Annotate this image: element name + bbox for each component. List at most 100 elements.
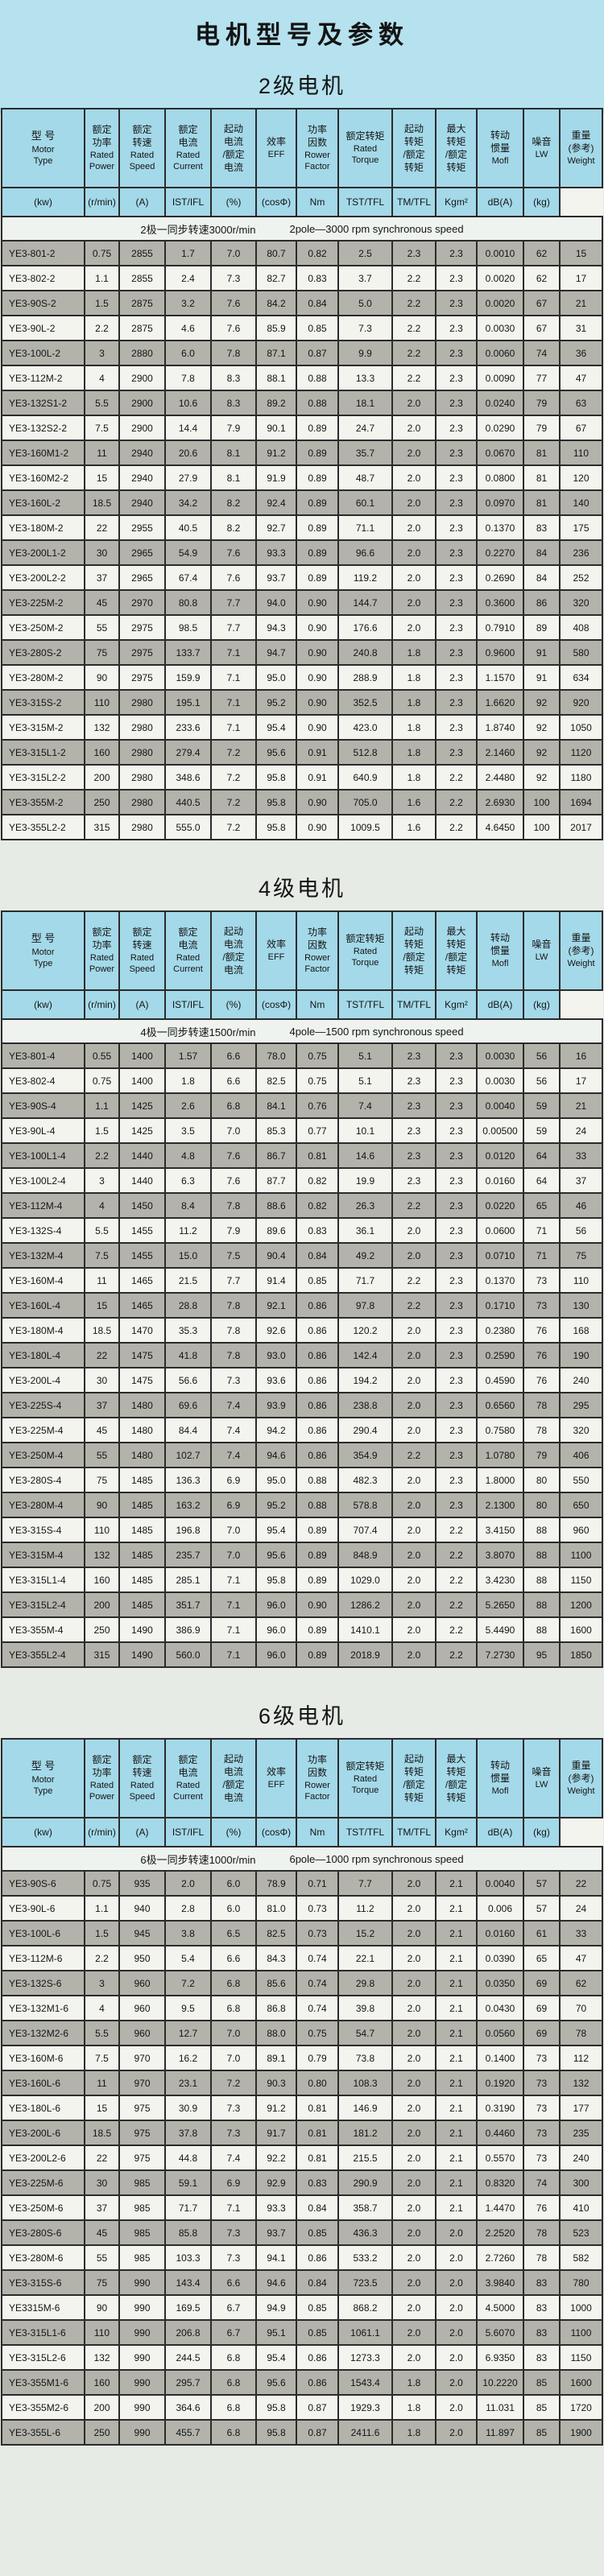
unit-cell-2: (r/min) (84, 187, 120, 217)
value-cell: 108.3 (337, 2070, 393, 2096)
value-cell: 848.9 (337, 1542, 393, 1568)
value-cell: 975 (118, 2095, 166, 2121)
value-cell: 93.7 (255, 2219, 297, 2246)
value-cell: 0.4590 (476, 1367, 524, 1393)
table-row: YE3-180L-4 22 1475 41.8 7.8 93.0 0.86 142.4 2.0 2… (1, 1342, 603, 1368)
value-cell: 90.1 (255, 415, 297, 441)
motor-type-cell: YE3-280M-4 (1, 1492, 85, 1518)
header-label-en: Rated Current (173, 151, 203, 172)
value-cell: 64 (523, 1142, 561, 1169)
value-cell: 89.1 (255, 2045, 297, 2071)
value-cell: 144.7 (337, 589, 393, 616)
motor-type-cell: YE3-132S2-2 (1, 415, 85, 441)
value-cell: 8.3 (210, 365, 257, 391)
value-cell: 2.2 (435, 1517, 478, 1543)
header-col-8: 起动 转矩 /额定 转矩 (391, 1738, 436, 1818)
value-cell: 0.89 (296, 564, 339, 591)
value-cell: 2.3 (391, 1142, 436, 1169)
value-cell: 2411.6 (337, 2419, 393, 2446)
value-cell: 0.83 (296, 265, 339, 291)
value-cell: 0.0020 (476, 290, 524, 316)
value-cell: 65 (523, 1945, 561, 1971)
value-cell: 0.91 (296, 764, 339, 791)
value-cell: 3.4150 (476, 1517, 524, 1543)
value-cell: 1.8 (391, 2394, 436, 2421)
section-6pole: 6级电机型 号 Motor Type 额定 功率 Rated Power 额定 转速 Ra… (0, 1699, 604, 2446)
value-cell: 0.6560 (476, 1392, 524, 1418)
motor-type-cell: YE3-160L-4 (1, 1292, 85, 1319)
value-cell: 85 (523, 2419, 561, 2446)
table-row: YE3-200L1-2 30 2965 54.9 7.6 93.3 0.89 96.6 2.0 2… (1, 539, 603, 566)
value-cell: 2.0 (391, 1616, 436, 1643)
value-cell: 8.2 (210, 514, 257, 541)
value-cell: 2.3 (435, 564, 478, 591)
value-cell: 2.3 (435, 1317, 478, 1344)
value-cell: 2.3 (435, 464, 478, 491)
value-cell: 0.006 (476, 1895, 524, 1922)
value-cell: 79 (523, 1442, 561, 1468)
value-cell: 2.2 (84, 1945, 120, 1971)
value-cell: 2.7260 (476, 2244, 524, 2271)
value-cell: 2875 (118, 290, 166, 316)
header-col-6: 功率 因数 Rower Factor (296, 910, 339, 991)
value-cell: 89 (523, 614, 561, 641)
value-cell: 6.7 (210, 2319, 257, 2346)
value-cell: 0.8320 (476, 2169, 524, 2196)
value-cell: 1400 (118, 1042, 166, 1069)
value-cell: 985 (118, 2244, 166, 2271)
value-cell: 69 (523, 1970, 561, 1996)
header-label-zh: 起动 电流 /额定 电流 (222, 122, 245, 174)
motor-type-cell: YE3-355L-6 (1, 2419, 85, 2446)
table-row: YE3-132S-6 3 960 7.2 6.8 85.6 0.74 29.8 2.0 2.1 0.… (1, 1970, 603, 1996)
motor-type-cell: YE3-132M2-6 (1, 2020, 85, 2046)
value-cell: 88 (523, 1542, 561, 1568)
header-label-zh: 功率 因数 (307, 124, 327, 149)
value-cell: 23.1 (164, 2070, 212, 2096)
value-cell: 27.9 (164, 464, 212, 491)
value-cell: 1600 (559, 1616, 603, 1643)
value-cell: 0.76 (296, 1092, 339, 1119)
value-cell: 78 (523, 2244, 561, 2271)
value-cell: 2.0 (391, 1342, 436, 1368)
value-cell: 1150 (559, 1567, 603, 1593)
value-cell: 88 (523, 1591, 561, 1618)
value-cell: 2.0 (391, 1467, 436, 1493)
value-cell: 95.8 (255, 764, 297, 791)
motor-type-cell: YE3-280M-6 (1, 2244, 85, 2271)
section-4pole: 4级电机型 号 Motor Type 额定 功率 Rated Power 额定 转速 Ra… (0, 871, 604, 1668)
value-cell: 1.8 (391, 664, 436, 691)
value-cell: 92.1 (255, 1292, 297, 1319)
value-cell: 945 (118, 1920, 166, 1946)
value-cell: 4 (84, 365, 120, 391)
header-label-zh: 额定转矩 (345, 130, 385, 142)
header-label-en: Rated Current (173, 1781, 203, 1802)
motor-type-cell: YE3-160M-6 (1, 2045, 85, 2071)
value-cell: 0.88 (296, 1492, 339, 1518)
table-row: YE3-315L2-2 200 2980 348.6 7.2 95.8 0.91 640.9 1… (1, 764, 603, 791)
header-col-1: 额定 功率 Rated Power (84, 108, 120, 188)
value-cell: 73 (523, 2120, 561, 2146)
header-label-en: Motor Type (31, 1775, 55, 1796)
value-cell: 2.3 (435, 290, 478, 316)
value-cell: 39.8 (337, 1995, 393, 2021)
value-cell: 2.0 (391, 1995, 436, 2021)
value-cell: 2.2 (391, 1192, 436, 1219)
value-cell: 2.0 (391, 2020, 436, 2046)
value-cell: 91.2 (255, 2095, 297, 2121)
value-cell: 160 (84, 2369, 120, 2396)
value-cell: 2940 (118, 440, 166, 466)
header-label-zh: 额定 转速 (132, 124, 152, 149)
header-label-zh: 转动 惯量 (490, 129, 510, 155)
value-cell: 560.0 (164, 1641, 212, 1668)
value-cell: 76 (523, 1367, 561, 1393)
header-col-5: 效率 EFF (255, 910, 297, 991)
value-cell: 1600 (559, 2369, 603, 2396)
value-cell: 2.0 (391, 539, 436, 566)
value-cell: 15.0 (164, 1242, 212, 1269)
value-cell: 7.7 (337, 1870, 393, 1897)
header-label-zh: 重量 (参考) (568, 129, 594, 155)
value-cell: 7.6 (210, 564, 257, 591)
value-cell: 85 (523, 2369, 561, 2396)
value-cell: 7.6 (210, 539, 257, 566)
value-cell: 6.6 (210, 2269, 257, 2296)
